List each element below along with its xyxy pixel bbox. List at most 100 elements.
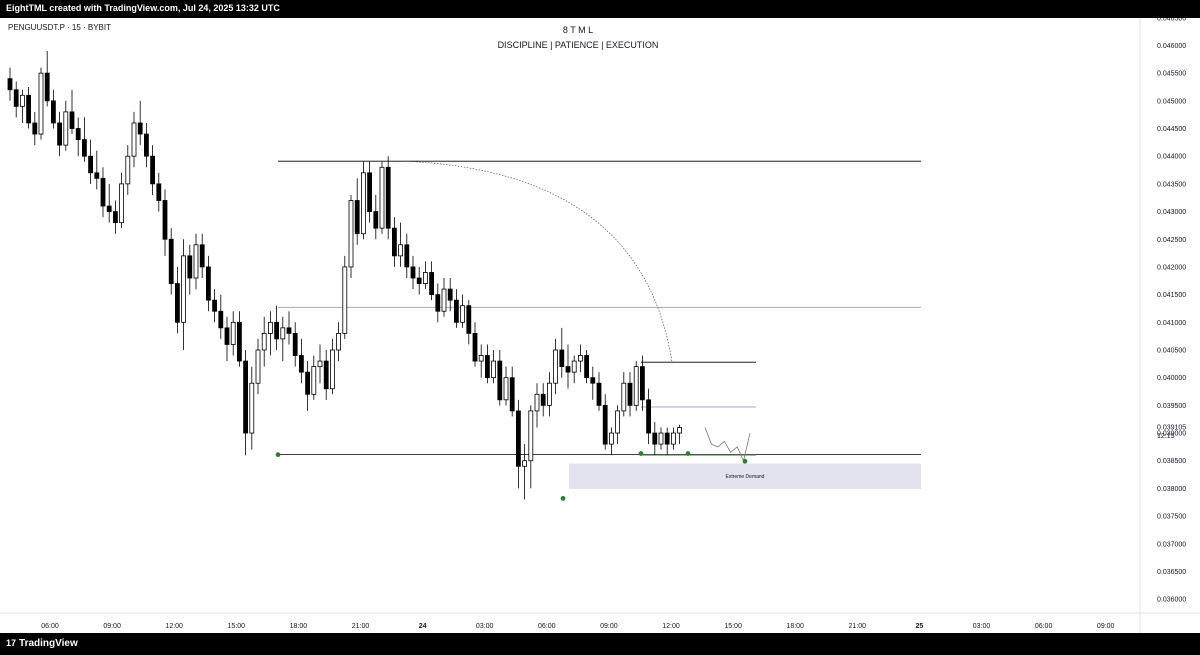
caption-text: EightTML created with TradingView.com, J… xyxy=(6,3,280,13)
candle-body xyxy=(13,89,19,107)
brand-label: TradingView xyxy=(19,638,78,649)
price-tick-label: 0.038500 xyxy=(1157,458,1186,465)
candle-body xyxy=(404,244,410,268)
price-tick-label: 0.039500 xyxy=(1157,403,1186,410)
price-tick-label: 0.041000 xyxy=(1157,320,1186,327)
candle-body xyxy=(323,360,329,390)
time-tick-label: 09:00 xyxy=(1097,623,1115,630)
candle-body xyxy=(82,139,87,157)
candle-body xyxy=(664,432,670,445)
candle-body xyxy=(367,172,373,212)
countdown-label: 12:15 xyxy=(1157,433,1175,440)
demand-zone xyxy=(569,463,921,489)
candle-body xyxy=(100,177,106,207)
chart-panel[interactable]: Extreme Demand 0.046500 0.046000 0.045500 0… xyxy=(0,15,1200,633)
candle-body xyxy=(125,155,131,185)
price-projection-path xyxy=(704,427,751,462)
candle-body xyxy=(94,172,100,179)
candle-body xyxy=(230,321,236,345)
candle-body xyxy=(522,460,527,467)
candle-body xyxy=(205,266,211,301)
axes-layer: 0.046500 0.046000 0.045500 0.045000 0.044500… xyxy=(0,15,1200,633)
time-tick-label: 12:00 xyxy=(662,623,680,630)
swing-low-marker xyxy=(560,495,566,501)
candle-body xyxy=(19,94,25,107)
candle-body xyxy=(528,410,534,462)
swing-low-marker xyxy=(638,451,644,456)
candle-body xyxy=(255,349,261,384)
swing-low-marker xyxy=(685,451,691,456)
candle-body xyxy=(447,288,453,301)
time-tick-label: 06:00 xyxy=(538,623,556,630)
candle-body xyxy=(540,393,546,406)
candle-body xyxy=(652,432,658,445)
candle-body xyxy=(88,155,93,174)
candle-body xyxy=(181,255,187,323)
time-tick-label: 18:00 xyxy=(290,623,308,630)
candle-body xyxy=(559,349,565,368)
price-tick-label: 0.039000 xyxy=(1157,431,1186,438)
price-tick-label: 0.044000 xyxy=(1157,154,1186,161)
candle-body xyxy=(224,327,230,345)
tv-logo-icon: 17 xyxy=(6,638,17,648)
time-tick-label: 15:00 xyxy=(724,623,742,630)
price-tick-label: 0.046000 xyxy=(1157,43,1186,50)
candle-body xyxy=(640,366,645,401)
candle-body xyxy=(187,255,193,279)
candle-body xyxy=(602,404,608,445)
time-tick-label: 15:00 xyxy=(228,623,246,630)
candle-body xyxy=(491,360,497,379)
candle-body xyxy=(156,183,162,201)
price-tick-label: 0.040000 xyxy=(1157,375,1186,382)
candle-body xyxy=(677,427,682,434)
candle-body xyxy=(354,200,360,235)
current-price-label: 0.039105 xyxy=(1157,425,1186,432)
candle-body xyxy=(150,155,156,185)
candle-body xyxy=(199,244,205,268)
candle-body xyxy=(379,166,385,229)
time-tick-label: 24 xyxy=(419,623,427,630)
candle-body xyxy=(137,122,143,135)
candle-body xyxy=(478,355,484,362)
candle-body xyxy=(7,78,13,91)
candle-body xyxy=(26,94,32,124)
candle-body xyxy=(113,211,118,224)
candle-body xyxy=(274,321,280,340)
candle-body xyxy=(571,360,577,373)
time-tick-label: 09:00 xyxy=(600,623,618,630)
time-tick-label: 09:00 xyxy=(103,623,121,630)
candle-body xyxy=(410,266,416,279)
price-tick-label: 0.037500 xyxy=(1157,514,1186,521)
candle-body xyxy=(342,266,348,334)
overlay-layer xyxy=(275,427,751,501)
candle-body xyxy=(360,172,366,235)
projection-arc xyxy=(403,160,673,363)
price-tick-label: 0.036000 xyxy=(1157,597,1186,604)
candle-body xyxy=(119,183,124,224)
candle-body xyxy=(249,382,255,434)
price-tick-label: 0.042000 xyxy=(1157,264,1186,271)
candle-body xyxy=(243,360,249,434)
footer-bar: 17 TradingView xyxy=(0,633,1200,655)
candle-body xyxy=(391,227,397,257)
candle-body xyxy=(162,200,168,240)
candle-body xyxy=(329,349,335,390)
candle-body xyxy=(615,410,620,434)
price-tick-label: 0.041500 xyxy=(1157,292,1186,299)
candle-body xyxy=(174,283,180,323)
candlestick-chart[interactable]: Extreme Demand 0.0465000.0460000.0455000… xyxy=(0,15,1200,633)
candle-body xyxy=(280,327,286,340)
time-tick-label: 21:00 xyxy=(352,623,370,630)
swing-low-marker xyxy=(742,458,748,464)
candles-layer xyxy=(7,50,682,500)
candle-body xyxy=(466,305,472,334)
price-tick-label: 0.046500 xyxy=(1157,18,1186,22)
price-tick-label: 0.037000 xyxy=(1157,541,1186,548)
time-tick-label: 25 xyxy=(916,623,924,630)
tradingview-logo[interactable]: 17 TradingView xyxy=(6,638,78,649)
candle-body xyxy=(317,360,323,368)
price-tick-label: 0.045500 xyxy=(1157,71,1186,78)
swing-low-marker xyxy=(275,452,281,458)
time-tick-label: 06:00 xyxy=(1035,623,1053,630)
candle-body xyxy=(422,272,428,284)
